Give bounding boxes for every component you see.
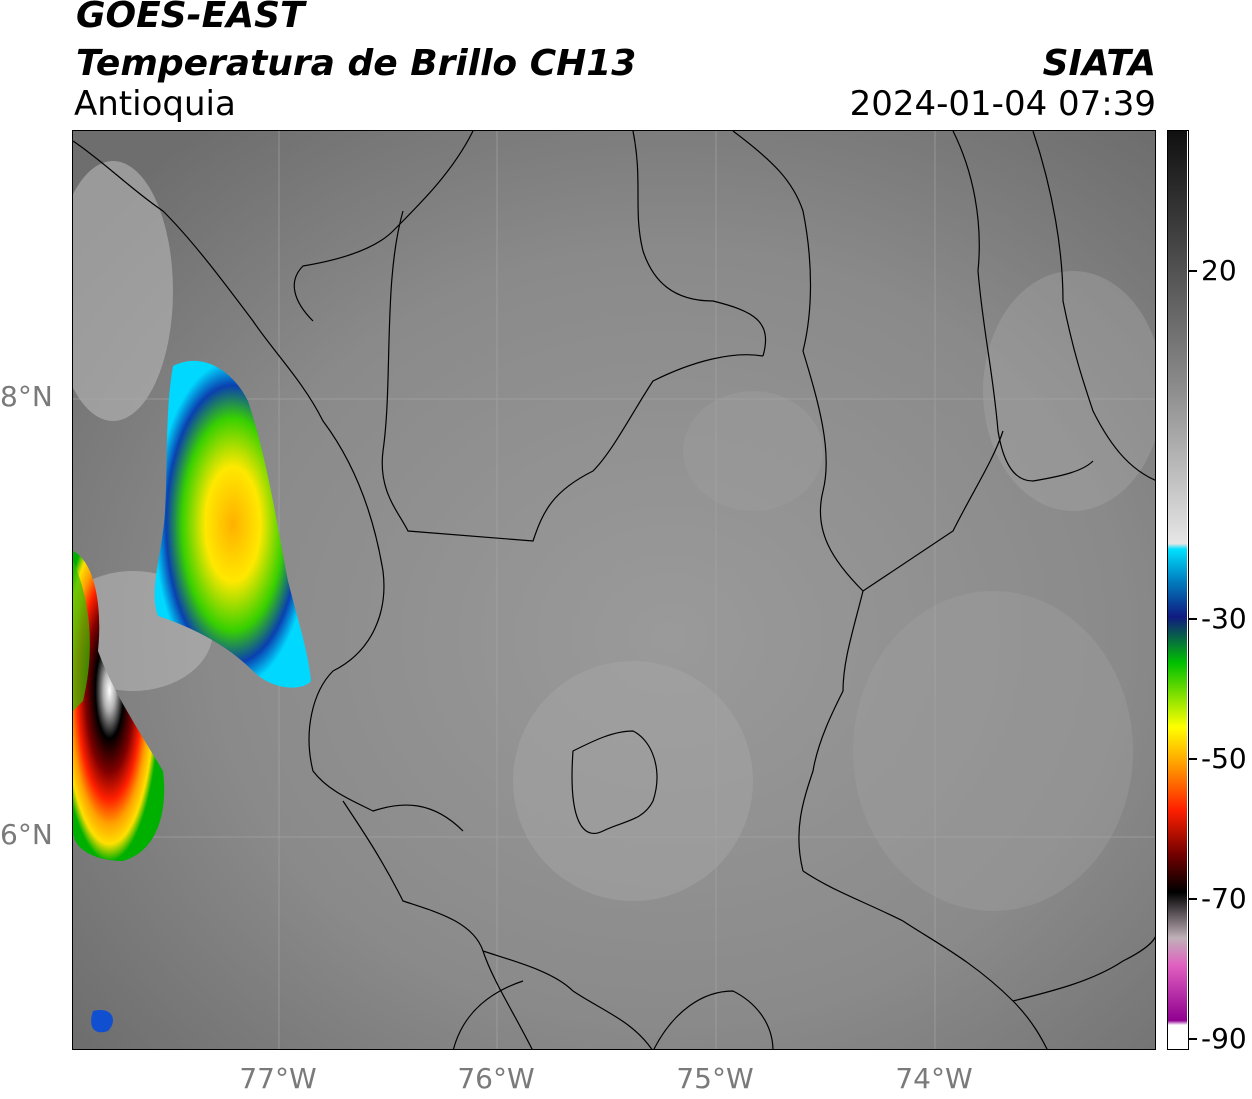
datetime-label: 2024-01-04 07:39 (849, 84, 1156, 124)
colorbar-label-minus70: -70 (1201, 882, 1247, 915)
colorbar-label-minus50: -50 (1201, 742, 1247, 775)
cloud-patch (853, 591, 1133, 911)
colorbar-tick (1189, 758, 1197, 760)
brand-label: SIATA (1042, 43, 1156, 84)
cloud-patch (683, 391, 823, 511)
lon-label-75w: 75°W (676, 1062, 754, 1095)
storm-fringe-small (91, 1010, 113, 1033)
colorbar-tick (1189, 1038, 1197, 1040)
colorbar-label-20: 20 (1201, 254, 1237, 287)
storm-cell-north (154, 360, 311, 688)
colorbar-label-minus30: -30 (1201, 602, 1247, 635)
colorbar-tick (1189, 270, 1197, 272)
colorbar-tick (1189, 898, 1197, 900)
satellite-map[interactable] (72, 130, 1156, 1050)
colorbar-tick (1189, 618, 1197, 620)
lon-label-76w: 76°W (457, 1062, 535, 1095)
product-subtitle: Temperatura de Brillo CH13 (76, 43, 637, 84)
region-label: Antioquia (74, 84, 236, 124)
lon-label-77w: 77°W (239, 1062, 317, 1095)
storm-cell-south (73, 551, 165, 861)
map-canvas (73, 131, 1155, 1049)
cloud-patch (983, 271, 1155, 511)
colorbar-gradient (1168, 131, 1187, 1048)
colorbar-label-minus90: -90 (1201, 1022, 1247, 1055)
storm-fringe (73, 561, 90, 711)
colorbar (1167, 130, 1189, 1050)
lat-label-8n: 8°N (0, 380, 53, 413)
product-title: GOES-EAST (76, 0, 305, 36)
cloud-patch (73, 161, 173, 421)
cloud-patch (513, 661, 753, 901)
lat-label-6n: 6°N (0, 818, 53, 851)
admin-boundaries (73, 131, 1155, 1049)
lon-label-74w: 74°W (895, 1062, 973, 1095)
